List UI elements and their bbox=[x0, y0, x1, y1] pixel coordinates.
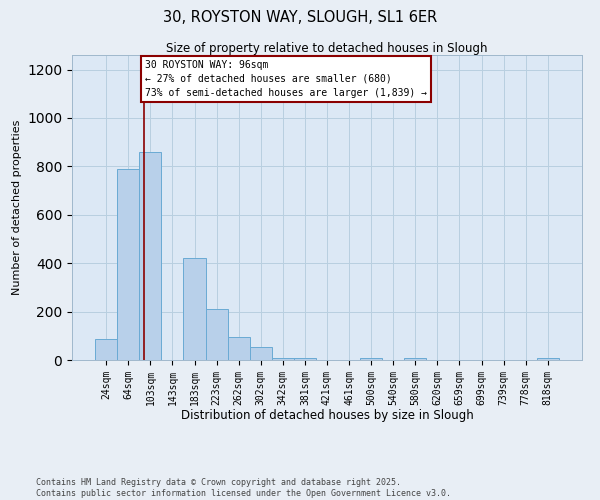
X-axis label: Distribution of detached houses by size in Slough: Distribution of detached houses by size … bbox=[181, 409, 473, 422]
Bar bbox=[272, 358, 294, 360]
Bar bbox=[117, 169, 139, 360]
Bar bbox=[250, 346, 272, 360]
Text: 30, ROYSTON WAY, SLOUGH, SL1 6ER: 30, ROYSTON WAY, SLOUGH, SL1 6ER bbox=[163, 10, 437, 25]
Bar bbox=[537, 358, 559, 360]
Text: Contains HM Land Registry data © Crown copyright and database right 2025.
Contai: Contains HM Land Registry data © Crown c… bbox=[36, 478, 451, 498]
Text: 30 ROYSTON WAY: 96sqm
← 27% of detached houses are smaller (680)
73% of semi-det: 30 ROYSTON WAY: 96sqm ← 27% of detached … bbox=[145, 60, 427, 98]
Bar bbox=[360, 358, 382, 360]
Bar bbox=[227, 337, 250, 360]
Bar bbox=[139, 152, 161, 360]
Bar bbox=[95, 340, 117, 360]
Bar bbox=[184, 258, 206, 360]
Title: Size of property relative to detached houses in Slough: Size of property relative to detached ho… bbox=[166, 42, 488, 55]
Bar bbox=[206, 309, 227, 360]
Bar bbox=[404, 358, 427, 360]
Y-axis label: Number of detached properties: Number of detached properties bbox=[11, 120, 22, 295]
Bar bbox=[294, 358, 316, 360]
